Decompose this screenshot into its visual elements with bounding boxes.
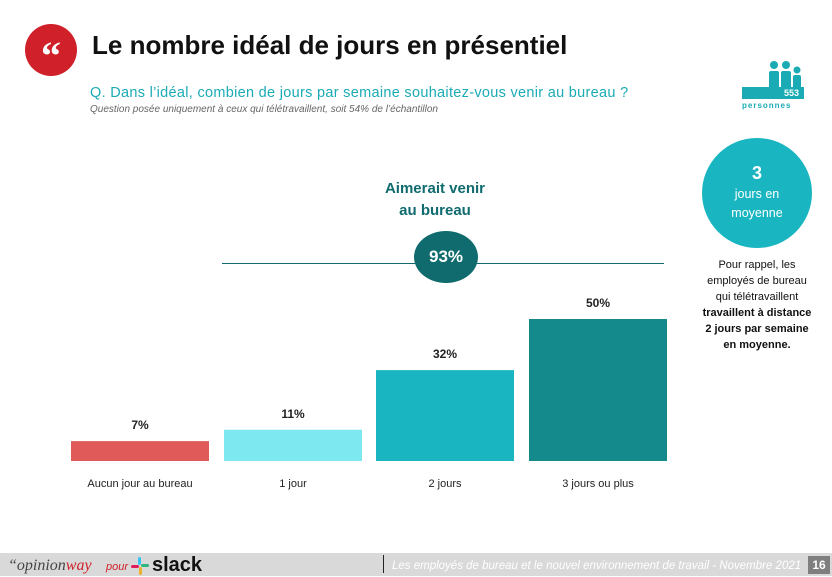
question-note: Question posée uniquement à ceux qui tél… xyxy=(90,104,438,115)
question-text: Q. Dans l’idéal, combien de jours par se… xyxy=(90,85,629,101)
aggregate-badge: 93% xyxy=(414,231,478,283)
sample-label: personnes xyxy=(742,101,792,110)
category-label: Aucun jour au bureau xyxy=(87,478,192,490)
opinionway-logo: “opinionway xyxy=(8,557,92,575)
footer-bar xyxy=(0,553,832,576)
page-title: Le nombre idéal de jours en présentiel xyxy=(92,30,568,60)
data-label: 50% xyxy=(586,296,610,310)
average-line2: moyenne xyxy=(731,206,783,220)
aggregate-label-line1: Aimerait venir xyxy=(384,180,486,197)
aggregate-label-line2: au bureau xyxy=(399,202,471,219)
data-label: 11% xyxy=(281,407,305,421)
data-label: 32% xyxy=(433,347,457,361)
category-label: 3 jours ou plus xyxy=(562,478,634,490)
footer-separator xyxy=(383,555,384,573)
logo-a: “opinion xyxy=(8,557,66,574)
bar xyxy=(529,319,667,461)
recall-bold: travaillent à distance 2 jours par semai… xyxy=(702,307,812,351)
footer-text: Les employés de bureau et le nouvel envi… xyxy=(392,560,802,572)
slack-logo: slack xyxy=(152,554,203,576)
average-number: 3 xyxy=(751,163,762,183)
recall-normal: Pour rappel, les employés de bureau qui … xyxy=(707,259,807,303)
bar xyxy=(71,441,209,461)
bar xyxy=(224,429,362,461)
category-label: 2 jours xyxy=(428,478,462,490)
sample-count: 553 xyxy=(784,88,800,98)
quote-icon: “ xyxy=(25,24,77,78)
category-label: 1 jour xyxy=(279,478,307,490)
page-number: 16 xyxy=(808,556,830,574)
aggregate-label: Aimerait venir au bureau xyxy=(360,178,510,222)
slack-icon xyxy=(131,557,149,575)
people-icon xyxy=(742,61,804,99)
logo-b: way xyxy=(65,557,92,574)
average-circle: 3 jours en moyenne xyxy=(702,138,812,248)
data-label: 7% xyxy=(131,418,149,432)
bar xyxy=(376,370,514,461)
average-line1: jours en xyxy=(734,187,780,201)
pour-text: pour xyxy=(106,561,129,573)
bar-chart: 7% Aucun jour au bureau 11% 1 jour 32% 2 jour… xyxy=(71,296,667,490)
recall-note: Pour rappel, les employés de bureau qui … xyxy=(700,257,814,353)
